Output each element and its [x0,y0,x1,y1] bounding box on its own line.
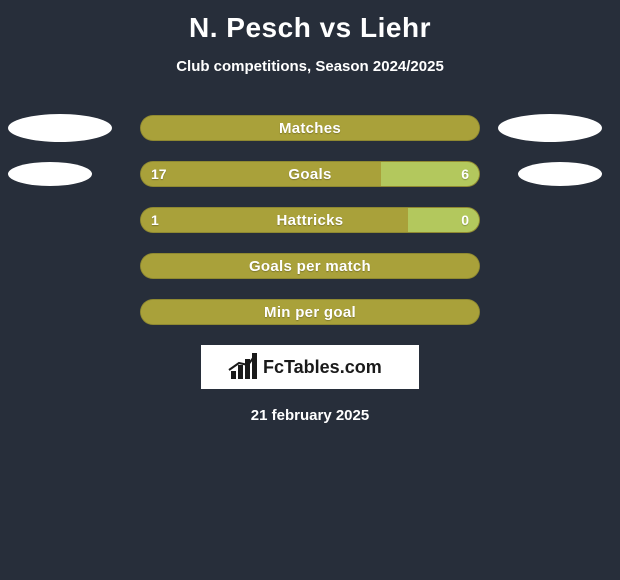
bar-label: Goals per match [141,254,479,278]
comparison-infographic: N. Pesch vs Liehr Club competitions, Sea… [0,0,620,580]
date-text: 21 february 2025 [0,407,620,424]
stat-row: 10Hattricks [0,207,620,233]
bar-label: Matches [141,116,479,140]
right-value-ellipse [518,162,602,186]
left-value-ellipse [8,114,112,142]
stat-bar: Matches [140,115,480,141]
page-subtitle: Club competitions, Season 2024/2025 [0,58,620,75]
stat-bar: Min per goal [140,299,480,325]
stat-rows: Matches 176Goals 10Hattricks Goals per matc… [0,115,620,325]
left-value-ellipse [8,162,92,186]
bar-label: Min per goal [141,300,479,324]
stat-bar: 176Goals [140,161,480,187]
bar-label: Hattricks [141,208,479,232]
logo-text: FcTables.com [263,357,382,377]
logo-box: FcTables.com [201,345,419,389]
stat-bar: Goals per match [140,253,480,279]
right-value-ellipse [498,114,602,142]
stat-bar: 10Hattricks [140,207,480,233]
page-title: N. Pesch vs Liehr [0,0,620,44]
bar-label: Goals [141,162,479,186]
stat-row: Matches [0,115,620,141]
stat-row: 176Goals [0,161,620,187]
stat-row: Goals per match [0,253,620,279]
fctables-logo: FcTables.com [201,345,419,389]
stat-row: Min per goal [0,299,620,325]
